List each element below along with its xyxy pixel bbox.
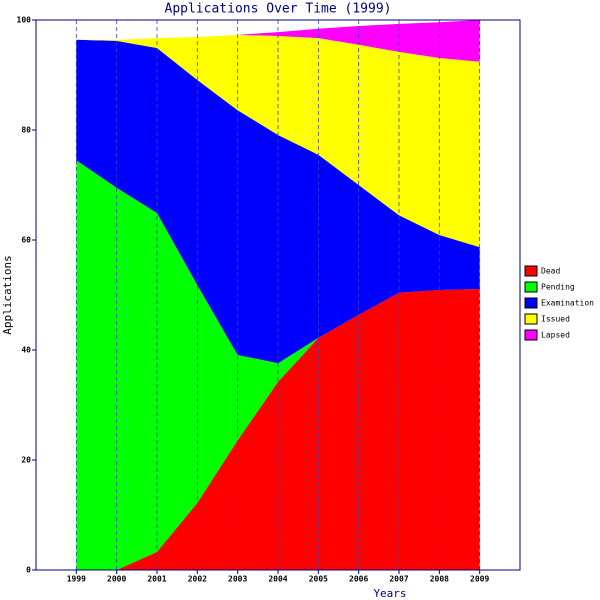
x-tick-label: 2003	[228, 575, 247, 584]
x-axis-label: Years	[373, 587, 406, 600]
x-tick-label: 2006	[349, 575, 368, 584]
legend-swatch	[524, 265, 538, 277]
y-tick-label: 20	[21, 456, 31, 465]
y-tick-label: 0	[26, 566, 31, 575]
legend-label: Examination	[541, 299, 594, 308]
legend-swatch	[524, 329, 538, 341]
legend-swatch	[524, 297, 538, 309]
area	[76, 34, 480, 248]
legend-label: Pending	[541, 283, 575, 292]
area	[76, 39, 480, 364]
legend-label: Lapsed	[541, 331, 570, 340]
y-tick-label: 80	[21, 126, 31, 135]
x-tick-label: 2007	[389, 575, 408, 584]
x-tick-label: 2001	[147, 575, 166, 584]
y-tick-label: 100	[17, 16, 32, 25]
legend-label: Issued	[541, 315, 570, 324]
x-tick-label: 2008	[430, 575, 449, 584]
y-tick-label: 40	[21, 346, 31, 355]
plot-frame	[35, 19, 521, 571]
y-axis-label: Applications	[1, 255, 14, 334]
y-tick-label: 60	[21, 236, 31, 245]
x-tick-label: 2005	[309, 575, 328, 584]
x-tick-label: 2009	[470, 575, 489, 584]
legend-label: Dead	[541, 267, 560, 276]
x-tick-label: 2000	[107, 575, 126, 584]
x-tick-label: 2002	[188, 575, 207, 584]
x-tick-label: 2004	[268, 575, 287, 584]
chart-title: Applications Over Time (1999)	[165, 2, 392, 17]
area	[76, 20, 480, 62]
legend-swatch	[524, 281, 538, 293]
legend-swatch	[524, 313, 538, 325]
x-tick-label: 1999	[67, 575, 86, 584]
